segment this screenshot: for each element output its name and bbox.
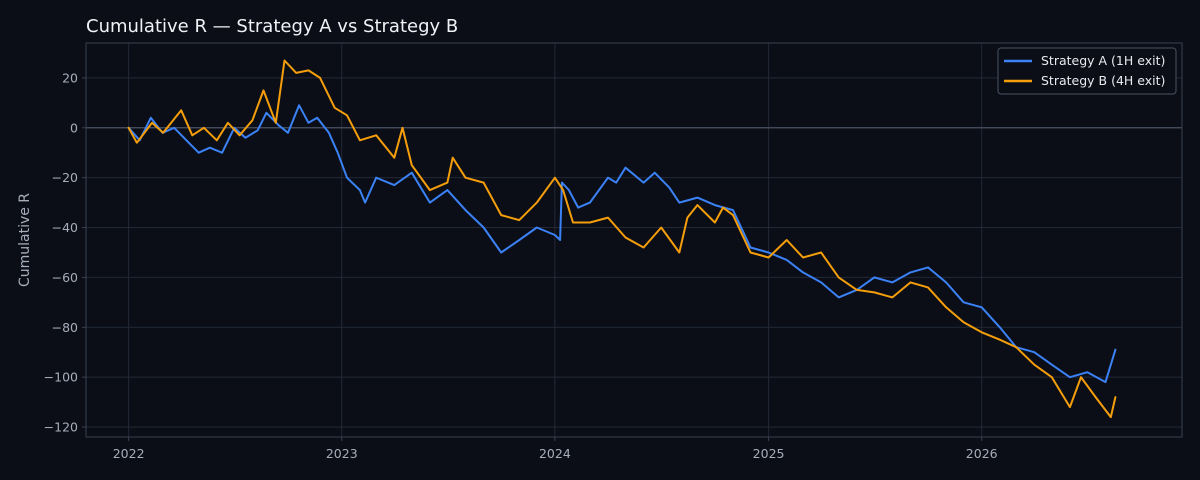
legend-box <box>997 47 1177 95</box>
x-tick-label: 2024 <box>539 446 571 461</box>
legend: Strategy A (1H exit) Strategy B (4H exit… <box>997 47 1177 95</box>
y-axis-label: Cumulative R <box>17 193 33 287</box>
y-tick-label: −80 <box>52 320 78 335</box>
x-tick-label: 2022 <box>113 446 145 461</box>
x-tick-label: 2023 <box>326 446 358 461</box>
legend-label-strategy-a: Strategy A (1H exit) <box>1041 53 1165 68</box>
y-tick-label: −40 <box>52 220 78 235</box>
y-tick-label: −120 <box>44 420 78 435</box>
legend-label-strategy-b: Strategy B (4H exit) <box>1041 73 1165 88</box>
plot-frame <box>85 42 1183 438</box>
y-tick-label: −60 <box>52 270 78 285</box>
y-tick-label: −100 <box>44 370 78 385</box>
series-line-strategy-b <box>127 59 1117 419</box>
y-tick-label: 20 <box>62 70 78 85</box>
x-tick-label: 2025 <box>753 446 785 461</box>
series-line-strategy-a <box>127 104 1117 384</box>
axis-ticks: 20 0 −20 −40 −60 −80 −100 −120 2022 2023 2024 2025 2… <box>44 70 998 461</box>
series-lines <box>127 59 1117 419</box>
y-tick-label: −20 <box>52 170 78 185</box>
chart-title: Cumulative R — Strategy A vs Strategy B <box>86 16 458 37</box>
x-tick-label: 2026 <box>966 446 998 461</box>
y-tick-label: 0 <box>70 120 78 135</box>
